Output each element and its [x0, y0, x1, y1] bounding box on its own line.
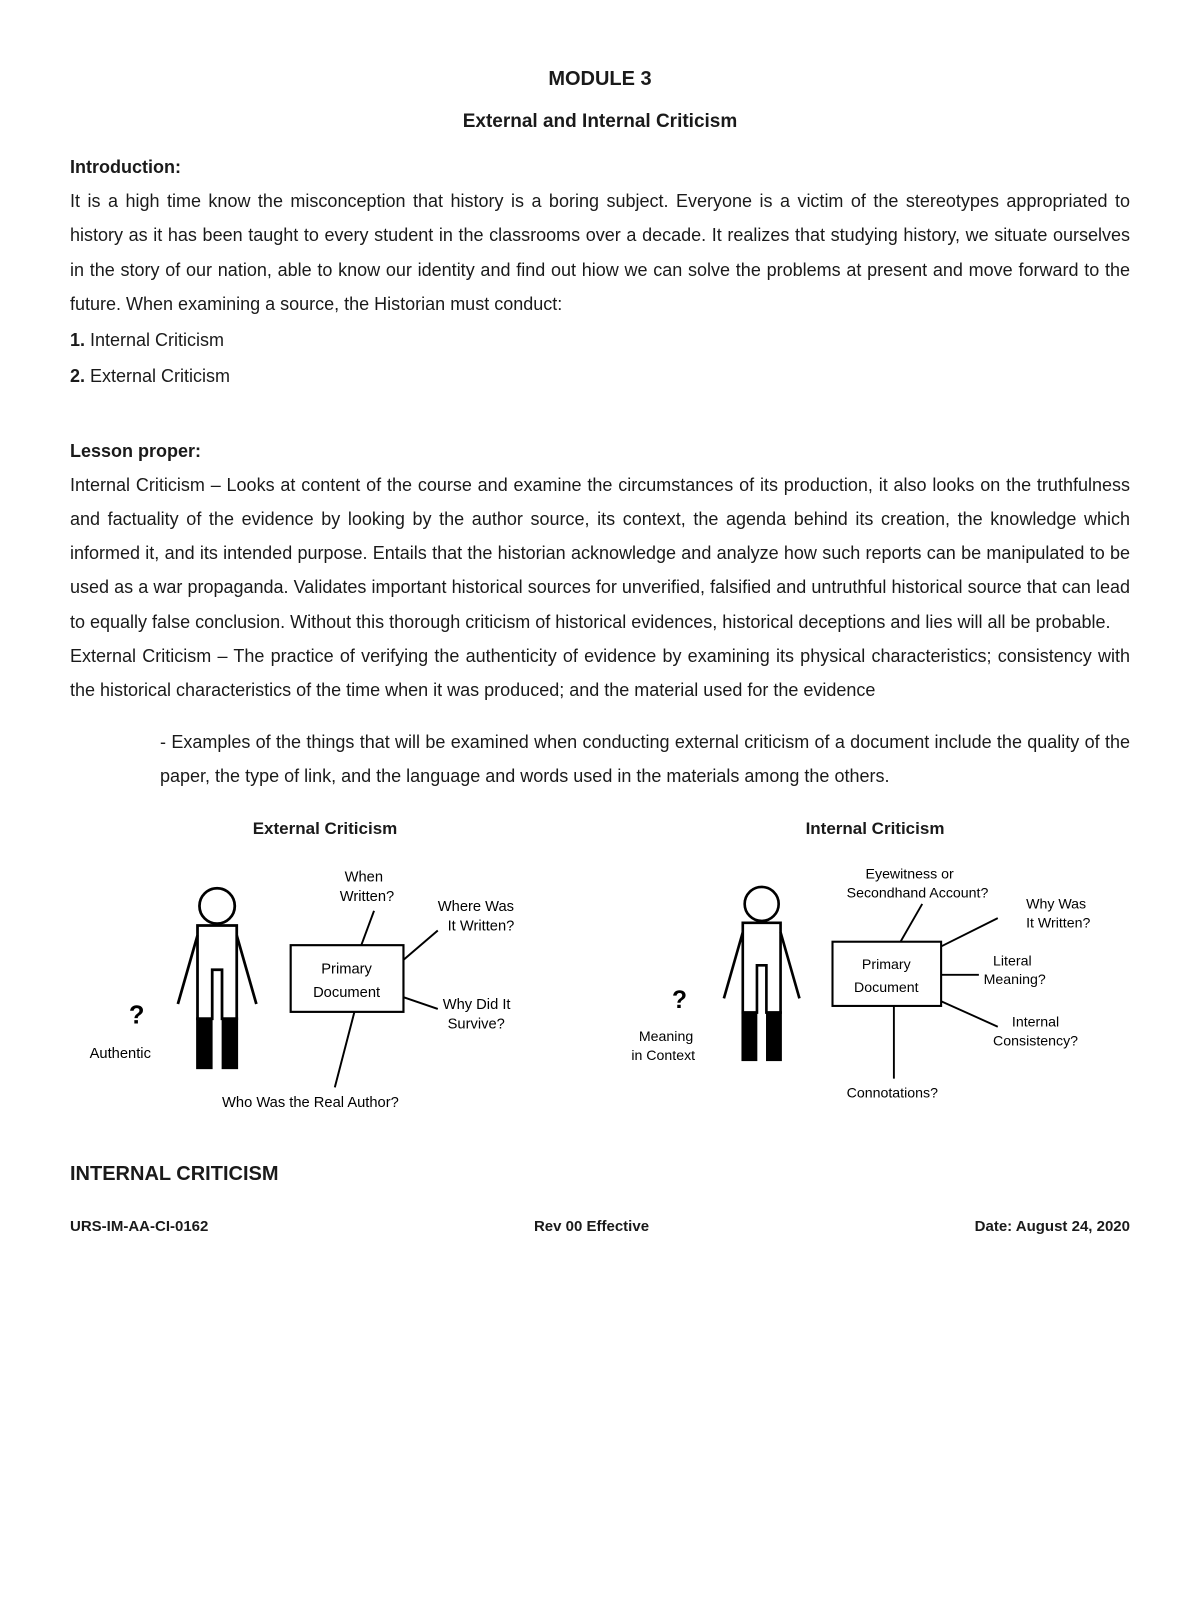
person-icon	[724, 887, 800, 1060]
int-q-cons-1: Internal	[1012, 1014, 1059, 1030]
diagram-internal-title: Internal Criticism	[620, 813, 1130, 845]
diagram-internal: Internal Criticism ? Meaning in Context …	[620, 813, 1130, 1147]
ext-doc-box	[291, 945, 404, 1012]
list-text-1: Internal Criticism	[85, 330, 224, 350]
lesson-para-examples: - Examples of the things that will be ex…	[160, 725, 1130, 793]
ext-q-when-2: Written?	[340, 889, 394, 905]
section-caption: INTERNAL CRITICISM	[70, 1155, 1130, 1193]
intro-heading: Introduction:	[70, 150, 1130, 184]
module-subtitle: External and Internal Criticism	[70, 104, 1130, 140]
int-q-lit-1: Literal	[993, 953, 1032, 969]
footer-left: URS-IM-AA-CI-0162	[70, 1213, 208, 1242]
diagram-internal-svg: ? Meaning in Context Primary Document	[620, 852, 1130, 1126]
int-meaning-2: in Context	[631, 1048, 695, 1064]
int-q-eye-2: Secondhand Account?	[847, 885, 989, 901]
int-box-line1: Primary	[862, 957, 912, 973]
ext-q-when-1: When	[345, 869, 383, 885]
list-num-2: 2.	[70, 366, 85, 386]
list-num-1: 1.	[70, 330, 85, 350]
module-title: MODULE 3	[70, 60, 1130, 98]
ext-authentic: Authentic	[90, 1046, 151, 1062]
ext-qmark: ?	[129, 1001, 145, 1029]
int-q-cons-2: Consistency?	[993, 1033, 1078, 1049]
ext-q-survive-1: Why Did It	[443, 997, 511, 1013]
person-icon	[178, 888, 256, 1067]
ext-box-line2: Document	[313, 985, 380, 1001]
ext-q-survive-2: Survive?	[448, 1016, 505, 1032]
ext-box-line1: Primary	[321, 961, 372, 977]
int-meaning-1: Meaning	[639, 1029, 693, 1045]
int-q-why-1: Why Was	[1026, 896, 1086, 912]
ext-q-where-2: It Written?	[448, 918, 515, 934]
list-text-2: External Criticism	[85, 366, 230, 386]
footer-center: Rev 00 Effective	[534, 1213, 649, 1242]
list-item-1: 1. Internal Criticism	[70, 323, 1130, 357]
lesson-para-internal: Internal Criticism – Looks at content of…	[70, 468, 1130, 639]
page-footer: URS-IM-AA-CI-0162 Rev 00 Effective Date:…	[70, 1213, 1130, 1242]
int-q-lit-2: Meaning?	[984, 972, 1046, 988]
int-qmark: ?	[672, 987, 687, 1014]
footer-right: Date: August 24, 2020	[975, 1213, 1130, 1242]
diagram-external-title: External Criticism	[70, 813, 580, 845]
intro-paragraph: It is a high time know the misconception…	[70, 184, 1130, 321]
int-box-line2: Document	[854, 980, 919, 996]
list-item-2: 2. External Criticism	[70, 359, 1130, 393]
diagram-external: External Criticism ? Authentic Primary D…	[70, 813, 580, 1147]
int-q-why-2: It Written?	[1026, 915, 1090, 931]
int-doc-box	[833, 941, 942, 1005]
ext-q-where-1: Where Was	[438, 899, 514, 915]
diagram-external-svg: ? Authentic Primary Document When W	[70, 852, 580, 1136]
lesson-heading: Lesson proper:	[70, 434, 1130, 468]
int-q-conn: Connotations?	[847, 1085, 938, 1101]
lesson-para-external: External Criticism – The practice of ver…	[70, 639, 1130, 707]
int-q-eye-1: Eyewitness or	[866, 866, 954, 882]
diagram-row: External Criticism ? Authentic Primary D…	[70, 813, 1130, 1147]
ext-q-author: Who Was the Real Author?	[222, 1095, 399, 1111]
